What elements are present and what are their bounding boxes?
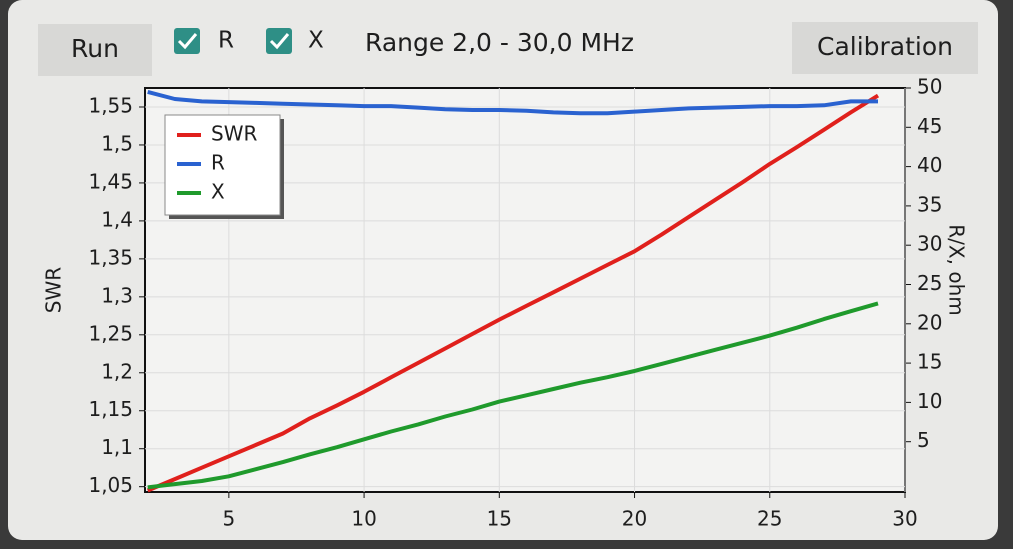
calibration-label: Calibration bbox=[817, 32, 953, 61]
r-checkbox-label: R bbox=[218, 28, 234, 54]
x-tick-label: 5 bbox=[222, 507, 235, 531]
y2-tick-label: 5 bbox=[917, 428, 930, 452]
x-checkbox[interactable] bbox=[266, 28, 292, 54]
y2-tick-label: 30 bbox=[917, 232, 942, 256]
y2-tick-label: 45 bbox=[917, 114, 942, 138]
r-checkbox[interactable] bbox=[174, 28, 200, 54]
check-mark bbox=[177, 33, 198, 50]
range-label: Range 2,0 - 30,0 MHz bbox=[365, 28, 634, 57]
y2-tick-label: 20 bbox=[917, 310, 942, 334]
x-tick-label: 10 bbox=[351, 507, 376, 531]
legend-label: SWR bbox=[211, 122, 257, 146]
y-tick-label: 1,05 bbox=[88, 473, 133, 497]
x-tick-label: 30 bbox=[892, 507, 917, 531]
y2-tick-label: 10 bbox=[917, 389, 942, 413]
y-tick-label: 1,15 bbox=[88, 397, 133, 421]
y-tick-label: 1,3 bbox=[101, 283, 133, 307]
check-mark bbox=[269, 33, 290, 50]
y2-axis-label: R/X, ohm bbox=[945, 224, 969, 315]
y-tick-label: 1,4 bbox=[101, 207, 133, 231]
y2-tick-label: 25 bbox=[917, 271, 942, 295]
y2-tick-label: 40 bbox=[917, 153, 942, 177]
y2-tick-label: 50 bbox=[917, 75, 942, 99]
x-tick-label: 15 bbox=[487, 507, 512, 531]
x-tick-label: 20 bbox=[622, 507, 647, 531]
series-line bbox=[147, 301, 879, 490]
y-tick-label: 1,45 bbox=[88, 169, 133, 193]
y2-tick-label: 15 bbox=[917, 350, 942, 374]
series-line bbox=[147, 89, 878, 116]
y-axis-label: SWR bbox=[42, 267, 66, 313]
run-label: Run bbox=[71, 34, 119, 63]
y-tick-label: 1,35 bbox=[88, 245, 133, 269]
legend-label: X bbox=[211, 180, 225, 204]
y2-tick-label: 35 bbox=[917, 192, 942, 216]
series-line bbox=[146, 93, 880, 493]
y-tick-label: 1,2 bbox=[101, 359, 133, 383]
y-tick-label: 1,5 bbox=[101, 131, 133, 155]
x-checkbox-label: X bbox=[308, 28, 324, 54]
run-button[interactable] bbox=[38, 24, 152, 76]
calibration-button[interactable] bbox=[792, 22, 978, 74]
y-tick-label: 1,25 bbox=[88, 321, 133, 345]
legend-label: R bbox=[211, 151, 225, 175]
x-tick-label: 25 bbox=[757, 507, 782, 531]
y-tick-label: 1,1 bbox=[101, 435, 133, 459]
y-tick-label: 1,55 bbox=[88, 93, 133, 117]
